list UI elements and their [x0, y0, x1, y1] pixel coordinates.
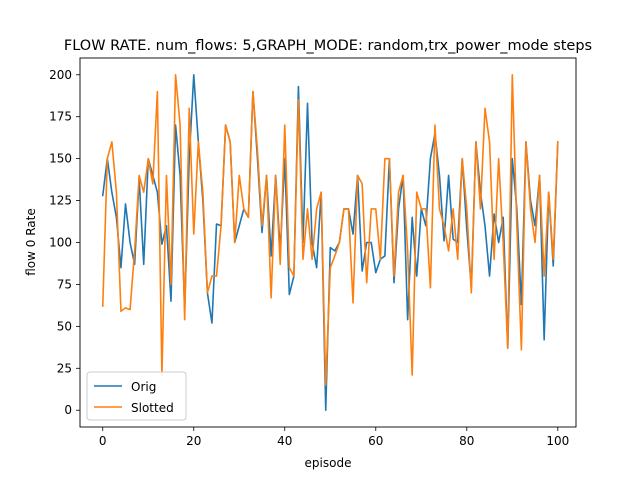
y-tick-label: 150	[49, 152, 72, 166]
x-tick-label: 60	[368, 434, 383, 448]
x-tick-label: 100	[546, 434, 569, 448]
legend-label-slotted: Slotted	[131, 401, 174, 415]
chart-title: FLOW RATE. num_flows: 5,GRAPH_MODE: rand…	[64, 38, 592, 54]
y-axis-ticks: 0 25 50 75 100 125 150 175 200	[49, 68, 80, 417]
plot-series	[101, 73, 559, 412]
x-tick-label: 0	[99, 434, 107, 448]
y-tick-label: 75	[57, 277, 72, 291]
x-axis-label: episode	[305, 456, 352, 470]
y-tick-label: 125	[49, 194, 72, 208]
legend-box	[86, 371, 187, 421]
y-tick-label: 25	[57, 361, 72, 375]
y-axis-label: flow 0 Rate	[24, 208, 38, 276]
y-tick-label: 100	[49, 236, 72, 250]
x-tick-label: 20	[186, 434, 201, 448]
x-tick-label: 40	[277, 434, 292, 448]
y-tick-label: 175	[49, 110, 72, 124]
series-line-slotted	[101, 73, 559, 386]
chart-legend: Orig Slotted	[86, 371, 187, 421]
x-tick-label: 80	[459, 434, 474, 448]
y-tick-label: 200	[49, 68, 72, 82]
legend-label-orig: Orig	[131, 380, 156, 394]
y-tick-label: 50	[57, 319, 72, 333]
series-line-orig	[101, 73, 559, 412]
x-axis-ticks: 0 20 40 60 80 100	[99, 427, 569, 448]
y-tick-label: 0	[64, 403, 72, 417]
